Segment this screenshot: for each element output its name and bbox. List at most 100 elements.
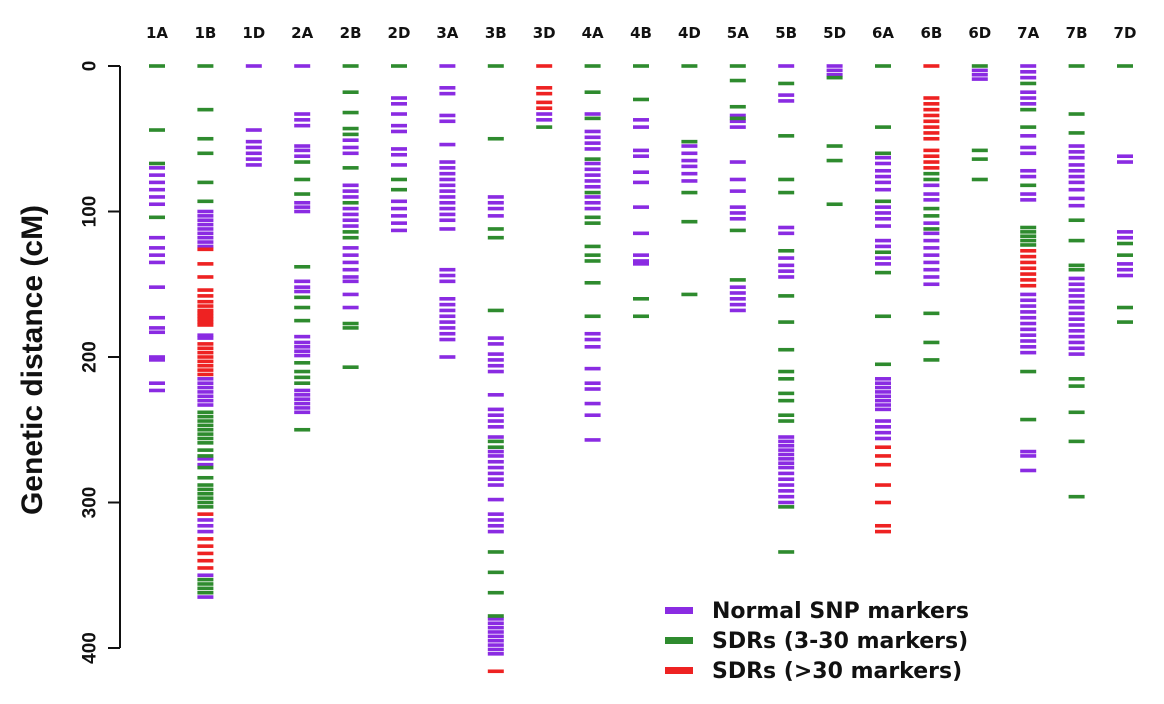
marker-sdr-small-6D bbox=[971, 148, 988, 153]
marker-sdr-small-3B bbox=[487, 439, 504, 444]
marker-sdr-large-6B bbox=[923, 113, 940, 118]
marker-sdr-small-6B bbox=[923, 171, 940, 176]
y-axis: 0 100 200 300 400 bbox=[80, 61, 121, 664]
marker-sdr-small-3B bbox=[487, 308, 504, 313]
marker-sdr-large-6B bbox=[923, 96, 940, 100]
marker-normal-7A bbox=[1020, 198, 1037, 202]
marker-normal-2D bbox=[391, 228, 407, 233]
marker-normal-3A bbox=[439, 119, 456, 124]
markers bbox=[149, 64, 1133, 674]
marker-normal-5A bbox=[729, 211, 746, 215]
marker-normal-5A bbox=[729, 302, 746, 307]
marker-normal-2D bbox=[391, 147, 407, 151]
marker-sdr-large-1B bbox=[197, 317, 214, 321]
marker-normal-7A bbox=[1020, 174, 1037, 179]
marker-normal-7A bbox=[1020, 90, 1037, 94]
chromosome-label-7D: 7D bbox=[1114, 24, 1137, 42]
marker-sdr-large-6A bbox=[875, 462, 891, 467]
marker-normal-3A bbox=[439, 331, 456, 336]
marker-sdr-small-3D bbox=[536, 125, 553, 129]
marker-sdr-small-3B bbox=[487, 614, 504, 618]
marker-sdr-small-1B bbox=[197, 107, 214, 112]
marker-sdr-small-1B bbox=[197, 582, 214, 586]
marker-normal-3B bbox=[487, 214, 504, 218]
marker-normal-7D bbox=[1117, 230, 1133, 234]
marker-normal-2B bbox=[342, 224, 359, 228]
marker-normal-6A bbox=[875, 205, 891, 209]
marker-normal-7B bbox=[1068, 163, 1085, 167]
marker-sdr-small-1B bbox=[197, 419, 214, 423]
marker-normal-3B bbox=[487, 393, 504, 397]
marker-normal-7A bbox=[1020, 96, 1037, 100]
marker-normal-3A bbox=[439, 86, 456, 90]
marker-sdr-small-2B bbox=[342, 166, 359, 170]
marker-normal-7D bbox=[1117, 267, 1133, 272]
marker-normal-7D bbox=[1117, 235, 1133, 240]
marker-sdr-small-1A bbox=[149, 215, 165, 220]
marker-normal-2B bbox=[342, 151, 359, 156]
marker-normal-2A bbox=[294, 144, 311, 148]
marker-normal-4A bbox=[584, 401, 601, 406]
marker-normal-7B bbox=[1068, 317, 1085, 321]
marker-normal-3B bbox=[487, 369, 504, 374]
marker-normal-5B bbox=[778, 477, 795, 482]
marker-sdr-large-1B bbox=[197, 294, 214, 298]
marker-sdr-small-3B bbox=[487, 136, 504, 141]
marker-normal-6A bbox=[875, 381, 891, 385]
marker-normal-5A bbox=[729, 113, 746, 118]
marker-normal-4A bbox=[584, 195, 601, 199]
marker-normal-6B bbox=[923, 183, 940, 188]
marker-normal-7B bbox=[1068, 334, 1085, 339]
marker-normal-2A bbox=[294, 401, 311, 406]
marker-normal-7B bbox=[1068, 180, 1085, 185]
marker-normal-3A bbox=[439, 64, 456, 68]
marker-sdr-large-7A bbox=[1020, 266, 1037, 271]
marker-normal-2A bbox=[294, 154, 311, 159]
marker-normal-3A bbox=[439, 227, 456, 231]
marker-normal-2B bbox=[342, 292, 359, 297]
marker-normal-5A bbox=[729, 205, 746, 209]
marker-sdr-small-5B bbox=[778, 391, 795, 396]
marker-sdr-large-1B bbox=[197, 304, 214, 308]
marker-sdr-small-5D bbox=[826, 158, 843, 163]
marker-normal-3A bbox=[439, 91, 456, 96]
marker-normal-4A bbox=[584, 200, 601, 205]
marker-normal-1A bbox=[149, 235, 165, 240]
marker-sdr-small-7A bbox=[1020, 183, 1037, 188]
marker-normal-2D bbox=[391, 221, 407, 225]
marker-normal-3A bbox=[439, 166, 456, 170]
marker-sdr-small-1A bbox=[149, 128, 165, 132]
marker-normal-6A bbox=[875, 377, 891, 381]
marker-normal-2A bbox=[294, 410, 311, 415]
marker-normal-1B bbox=[197, 403, 214, 407]
marker-normal-6A bbox=[875, 256, 891, 260]
legend: Normal SNP markers SDRs (3-30 markers) SDR… bbox=[665, 599, 969, 684]
marker-sdr-small-3B bbox=[487, 445, 504, 450]
chromosome-label-7A: 7A bbox=[1017, 24, 1039, 42]
marker-normal-2D bbox=[391, 199, 407, 204]
marker-normal-5A bbox=[729, 308, 746, 313]
marker-normal-4A bbox=[584, 167, 601, 172]
marker-normal-6A bbox=[875, 168, 891, 173]
marker-sdr-small-2A bbox=[294, 381, 311, 385]
marker-normal-3A bbox=[439, 171, 456, 176]
marker-sdr-small-7B bbox=[1068, 267, 1085, 272]
marker-sdr-small-2B bbox=[342, 365, 359, 369]
marker-normal-4D bbox=[681, 144, 698, 148]
marker-normal-4D bbox=[681, 179, 698, 183]
marker-normal-3B bbox=[487, 195, 504, 199]
chromosome-label-2A: 2A bbox=[291, 24, 313, 42]
marker-sdr-small-2A bbox=[294, 361, 311, 365]
marker-normal-1A bbox=[149, 355, 165, 359]
marker-normal-6A bbox=[875, 224, 891, 228]
marker-sdr-small-1B bbox=[197, 414, 214, 419]
marker-sdr-large-6B bbox=[923, 107, 940, 112]
marker-normal-7B bbox=[1068, 346, 1085, 351]
marker-normal-7A bbox=[1020, 327, 1037, 332]
marker-sdr-large-1B bbox=[197, 311, 214, 316]
marker-sdr-small-2B bbox=[342, 235, 359, 240]
marker-normal-6A bbox=[875, 180, 891, 185]
marker-sdr-small-6A bbox=[875, 314, 891, 319]
marker-sdr-large-1B bbox=[197, 320, 214, 324]
marker-sdr-small-4A bbox=[584, 244, 601, 249]
